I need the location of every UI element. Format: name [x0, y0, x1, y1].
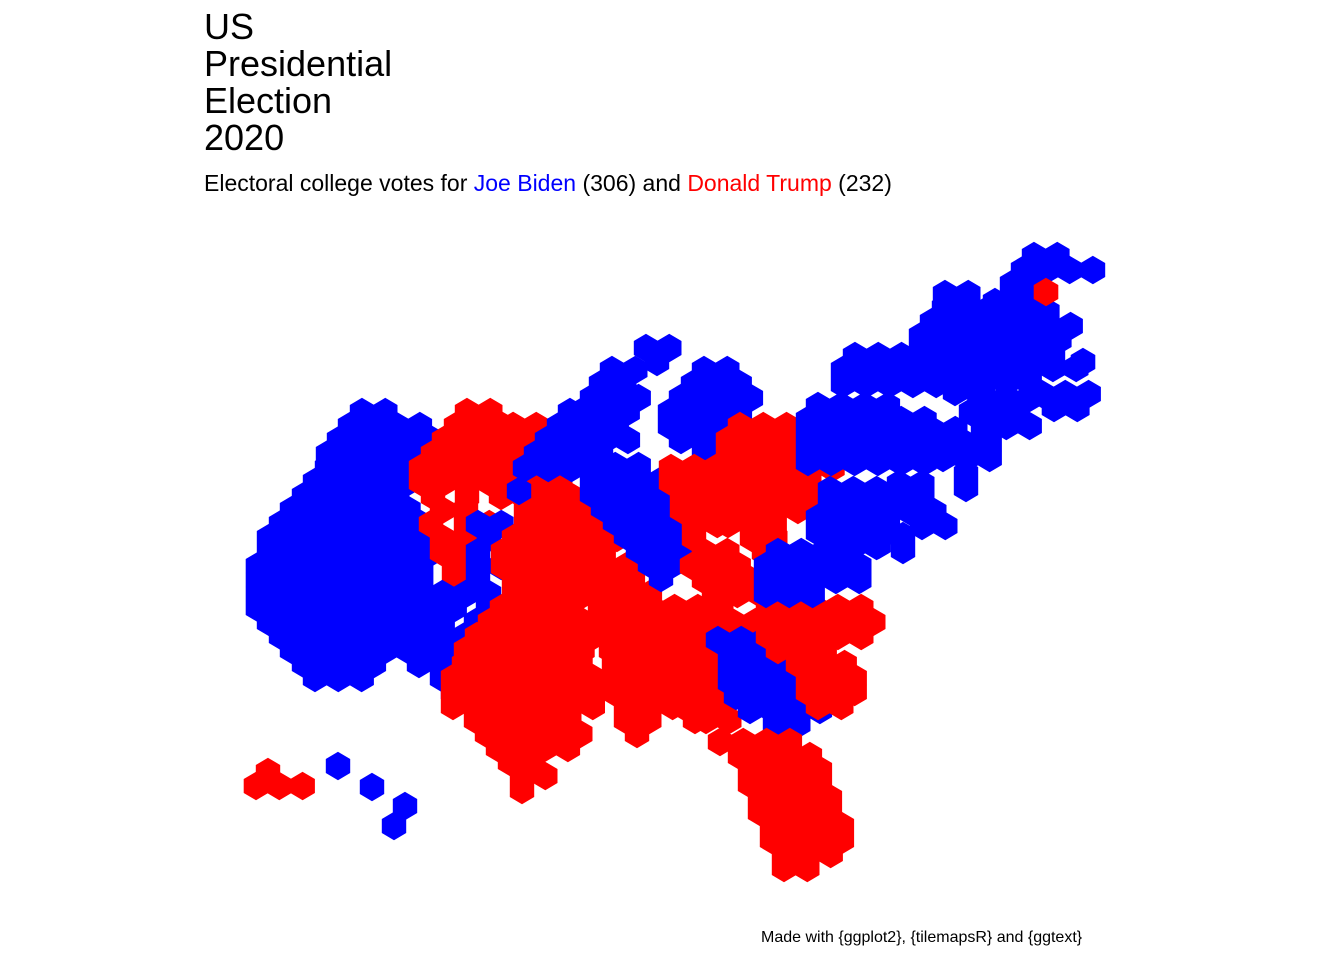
hex-cell	[1017, 411, 1042, 441]
hex-cell	[794, 853, 820, 883]
hex-cell	[812, 635, 837, 665]
subtitle-middle: and	[636, 170, 688, 196]
hex-cell	[555, 733, 581, 763]
biden-votes: (306)	[576, 170, 637, 196]
state-tile-me2	[1033, 277, 1059, 307]
hex-cell	[506, 476, 532, 506]
hex-cell	[932, 511, 958, 541]
state-tile-ri	[953, 459, 979, 503]
hex-cell	[325, 751, 351, 781]
hex-cell	[509, 775, 535, 805]
hex-cell	[381, 811, 407, 841]
state-tile-ny	[795, 341, 996, 477]
title-line-4: 2020	[204, 117, 285, 158]
hex-cell	[644, 347, 670, 377]
hex-cell	[1033, 277, 1059, 307]
state-tile-tx	[463, 705, 593, 805]
map-caption: Made with {ggplot2}, {tilemapsR} and {gg…	[761, 929, 1083, 946]
state-tile-ct	[919, 415, 1002, 473]
hex-cell	[1080, 255, 1106, 285]
biden-name: Joe Biden	[473, 170, 577, 196]
hex-cell	[648, 563, 674, 593]
trump-name: Donald Trump	[687, 170, 832, 196]
hex-cell	[1017, 367, 1042, 397]
hex-cell	[359, 772, 385, 802]
hex-cell	[800, 579, 825, 609]
hex-cell	[953, 473, 979, 503]
hex-cell	[848, 621, 874, 651]
hex-cell	[349, 663, 374, 693]
hex-cell	[828, 691, 854, 721]
state-tile-hi	[325, 751, 418, 841]
state-tile-nc	[755, 593, 886, 665]
hex-cell	[1064, 393, 1090, 423]
map-subtitle: Electoral college votes for Joe Biden (3…	[204, 170, 892, 197]
hex-cell	[624, 719, 650, 749]
hex-cell	[532, 761, 558, 791]
map-title: US Presidential Election 2020	[204, 8, 392, 156]
hex-cell	[866, 530, 891, 560]
state-tile-ky	[679, 537, 773, 609]
hex-cell	[785, 495, 811, 525]
hex-cell	[1070, 347, 1096, 377]
hex-cell	[977, 443, 1002, 473]
state-tile-dc	[841, 530, 867, 560]
state-tile-fl	[707, 727, 855, 883]
title-line-3: Election	[204, 80, 333, 121]
hex-cell	[818, 839, 843, 869]
state-tile-de	[890, 521, 916, 565]
title-line-1: US	[204, 6, 255, 47]
state-tile-ne2	[506, 476, 532, 506]
state-tile-ak	[243, 757, 315, 801]
hex-cell	[846, 565, 872, 595]
state-tile-ma	[958, 379, 1101, 441]
trump-votes: (232)	[831, 170, 892, 196]
title-line-2: Presidential	[204, 43, 393, 84]
hex-cell	[841, 530, 867, 560]
state-tile-me	[970, 241, 1106, 397]
state-tile-al	[683, 635, 742, 735]
hex-cell	[615, 425, 641, 455]
hex-cell	[890, 535, 916, 565]
state-tile-ok	[440, 593, 676, 721]
hex-cell	[290, 771, 315, 801]
subtitle-prefix: Electoral college votes for	[204, 170, 474, 196]
state-tile-oh	[703, 411, 857, 539]
state-tile-nj	[886, 469, 958, 541]
